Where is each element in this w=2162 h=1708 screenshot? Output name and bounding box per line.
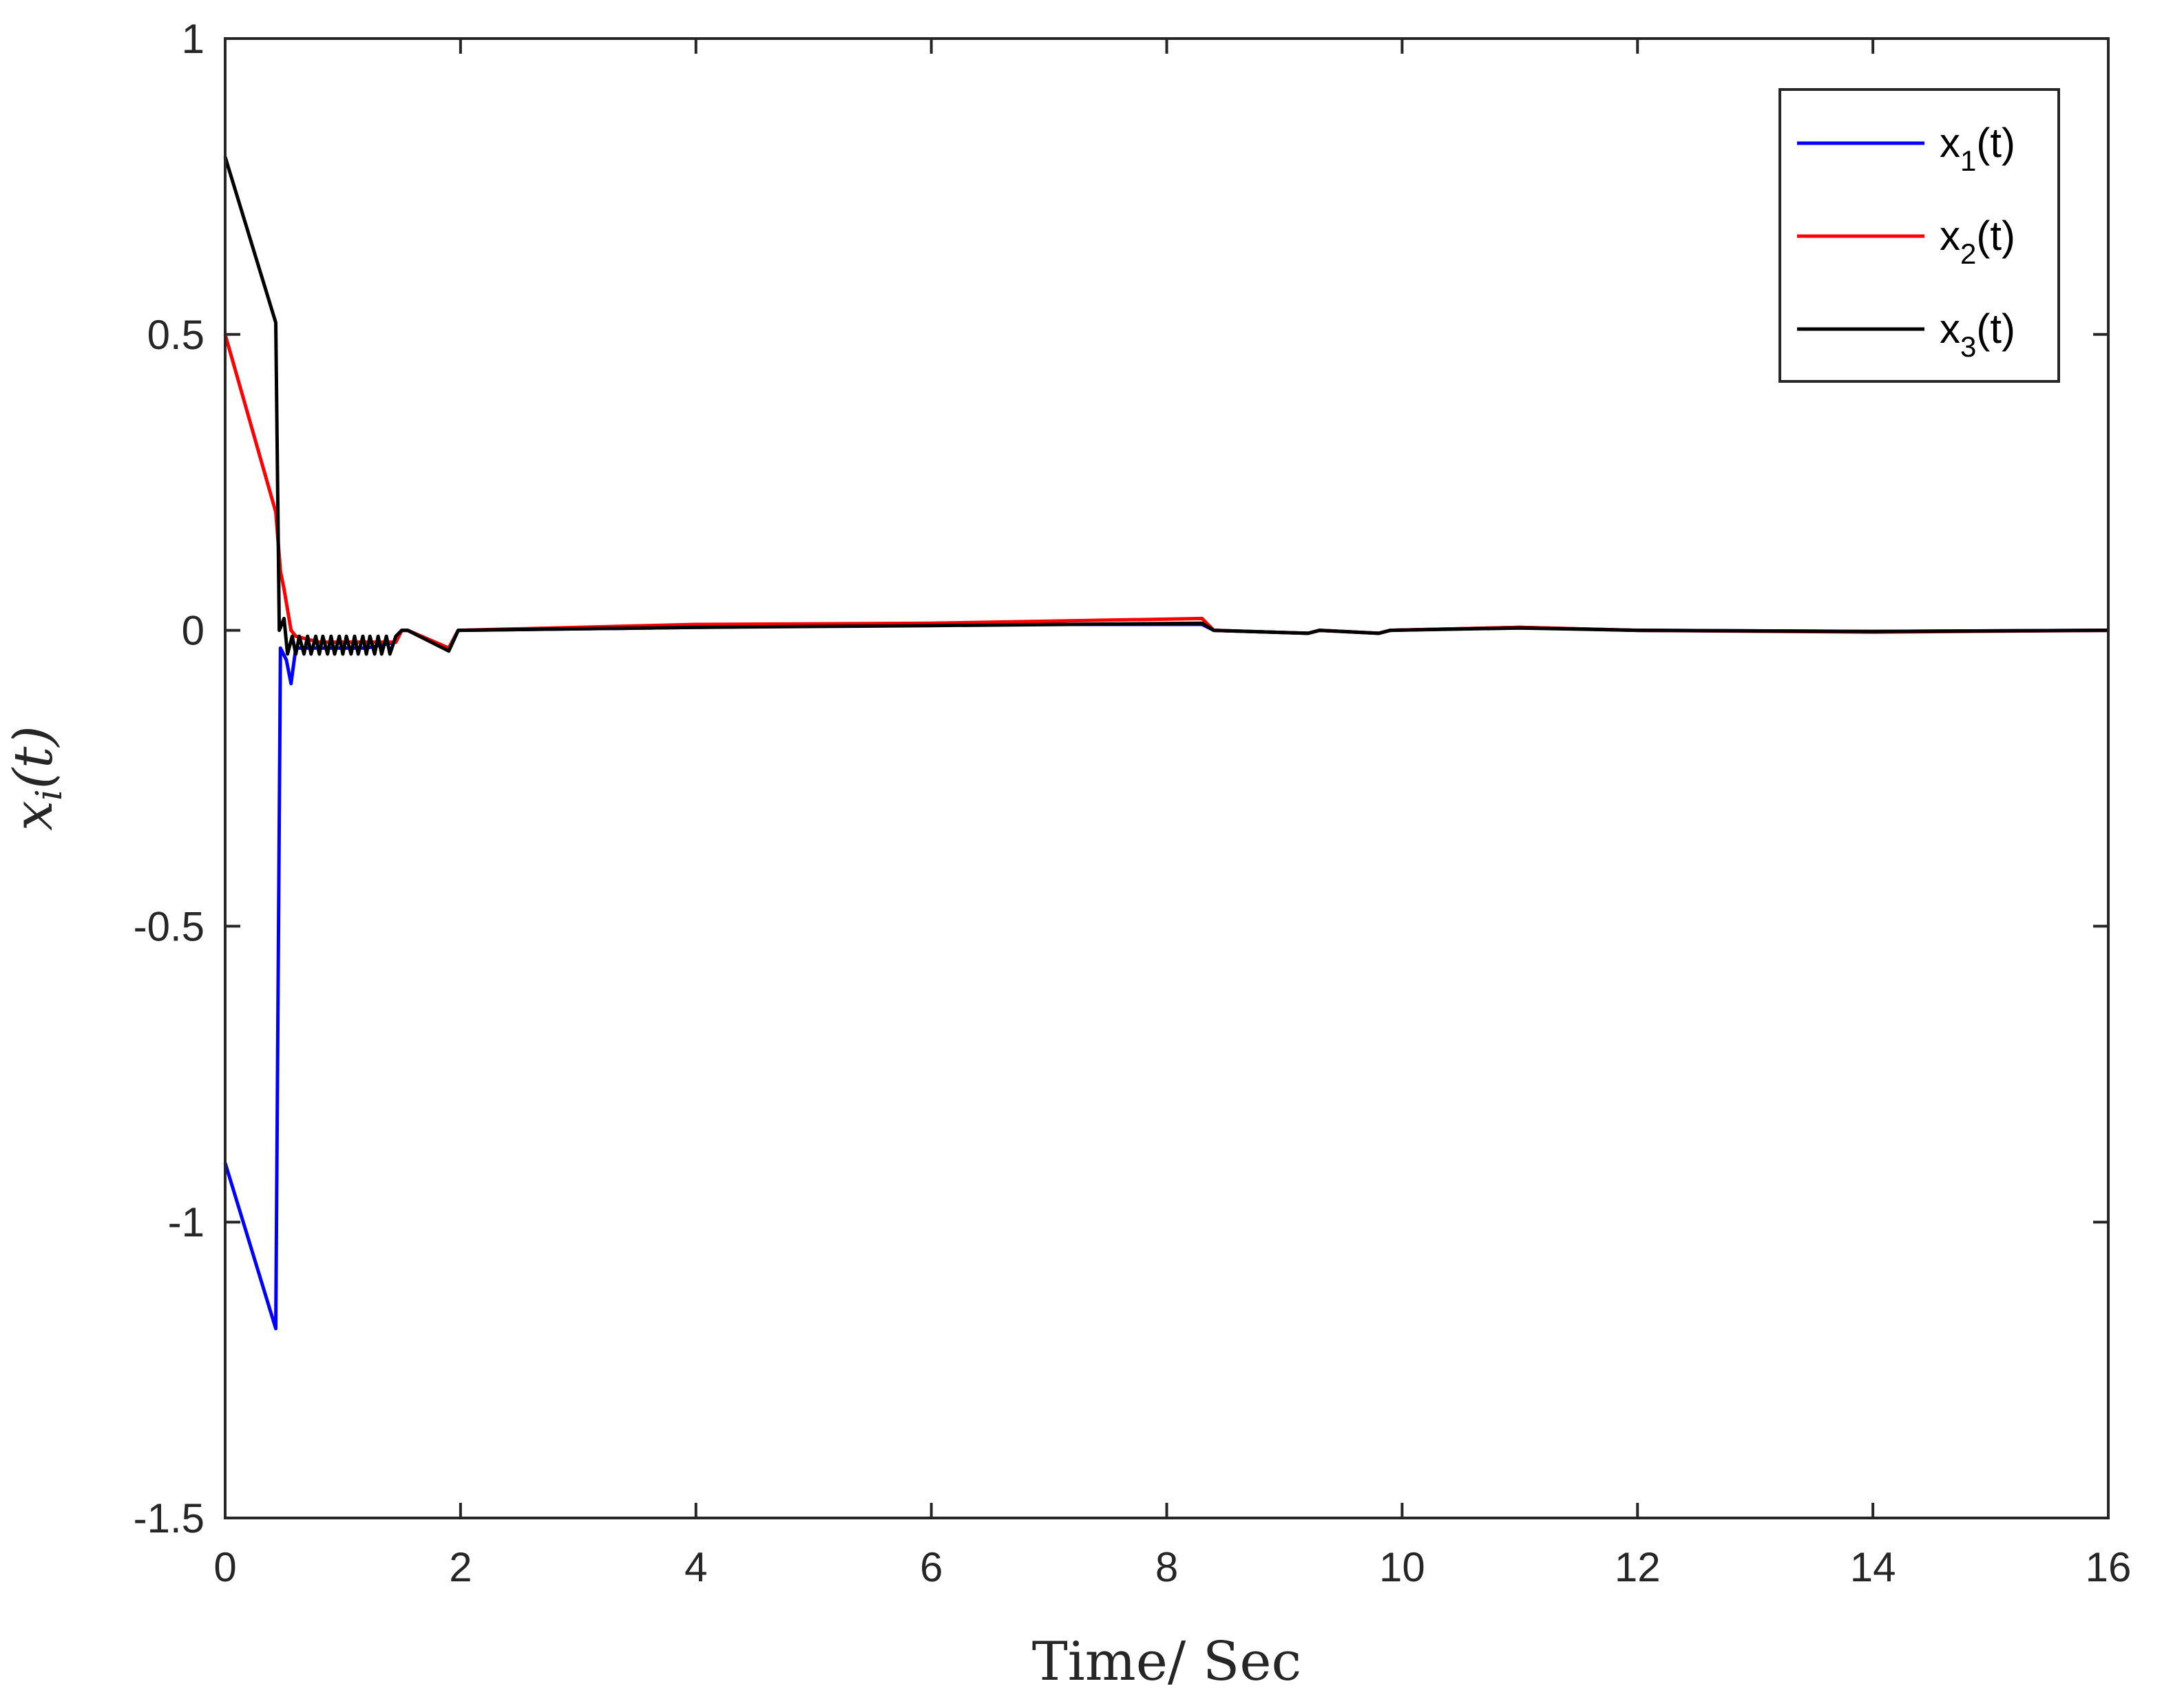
y-tick-label-5: 1 <box>182 16 204 62</box>
x-tick-label-2: 4 <box>684 1544 707 1590</box>
x-tick-label-7: 14 <box>1850 1544 1896 1590</box>
y-axis-label-subscript: i <box>29 789 70 801</box>
y-tick-label-1: -1 <box>168 1199 204 1245</box>
plot-frame <box>224 37 2110 1519</box>
legend-label-3: x3(t) <box>1940 306 2015 363</box>
legend-label-1: x1(t) <box>1940 120 2015 177</box>
y-axis-label-argument: (t) <box>3 726 65 789</box>
tick-labels: 0 2 4 6 8 10 12 14 16 -1.5 -1 -0.5 0 0.5 1 <box>134 16 2132 1590</box>
x-tick-label-5: 10 <box>1379 1544 1425 1590</box>
legend: x1(t) x2(t) x3(t) <box>1778 88 2060 383</box>
x-tick-label-3: 6 <box>920 1544 943 1590</box>
y-axis-label-base: x <box>3 801 65 831</box>
series-line-3 <box>223 156 2109 656</box>
y-tick-label-4: 0.5 <box>147 312 204 358</box>
x-tick-label-4: 8 <box>1155 1544 1178 1590</box>
y-axis-label: xi(t) <box>3 726 70 831</box>
x-tick-label-8: 16 <box>2086 1544 2132 1590</box>
y-tick-label-0: -1.5 <box>134 1495 204 1541</box>
x-tick-label-1: 2 <box>449 1544 472 1590</box>
y-tick-label-3: 0 <box>182 608 204 654</box>
series-layer <box>223 156 2109 1331</box>
x-tick-label-0: 0 <box>213 1544 236 1590</box>
legend-label-2: x2(t) <box>1940 213 2015 270</box>
series-line-1 <box>223 622 2109 1331</box>
x-tick-label-6: 12 <box>1615 1544 1661 1590</box>
x-axis-label: Time/ Sec <box>1032 1631 1301 1693</box>
y-tick-label-2: -0.5 <box>134 903 204 949</box>
